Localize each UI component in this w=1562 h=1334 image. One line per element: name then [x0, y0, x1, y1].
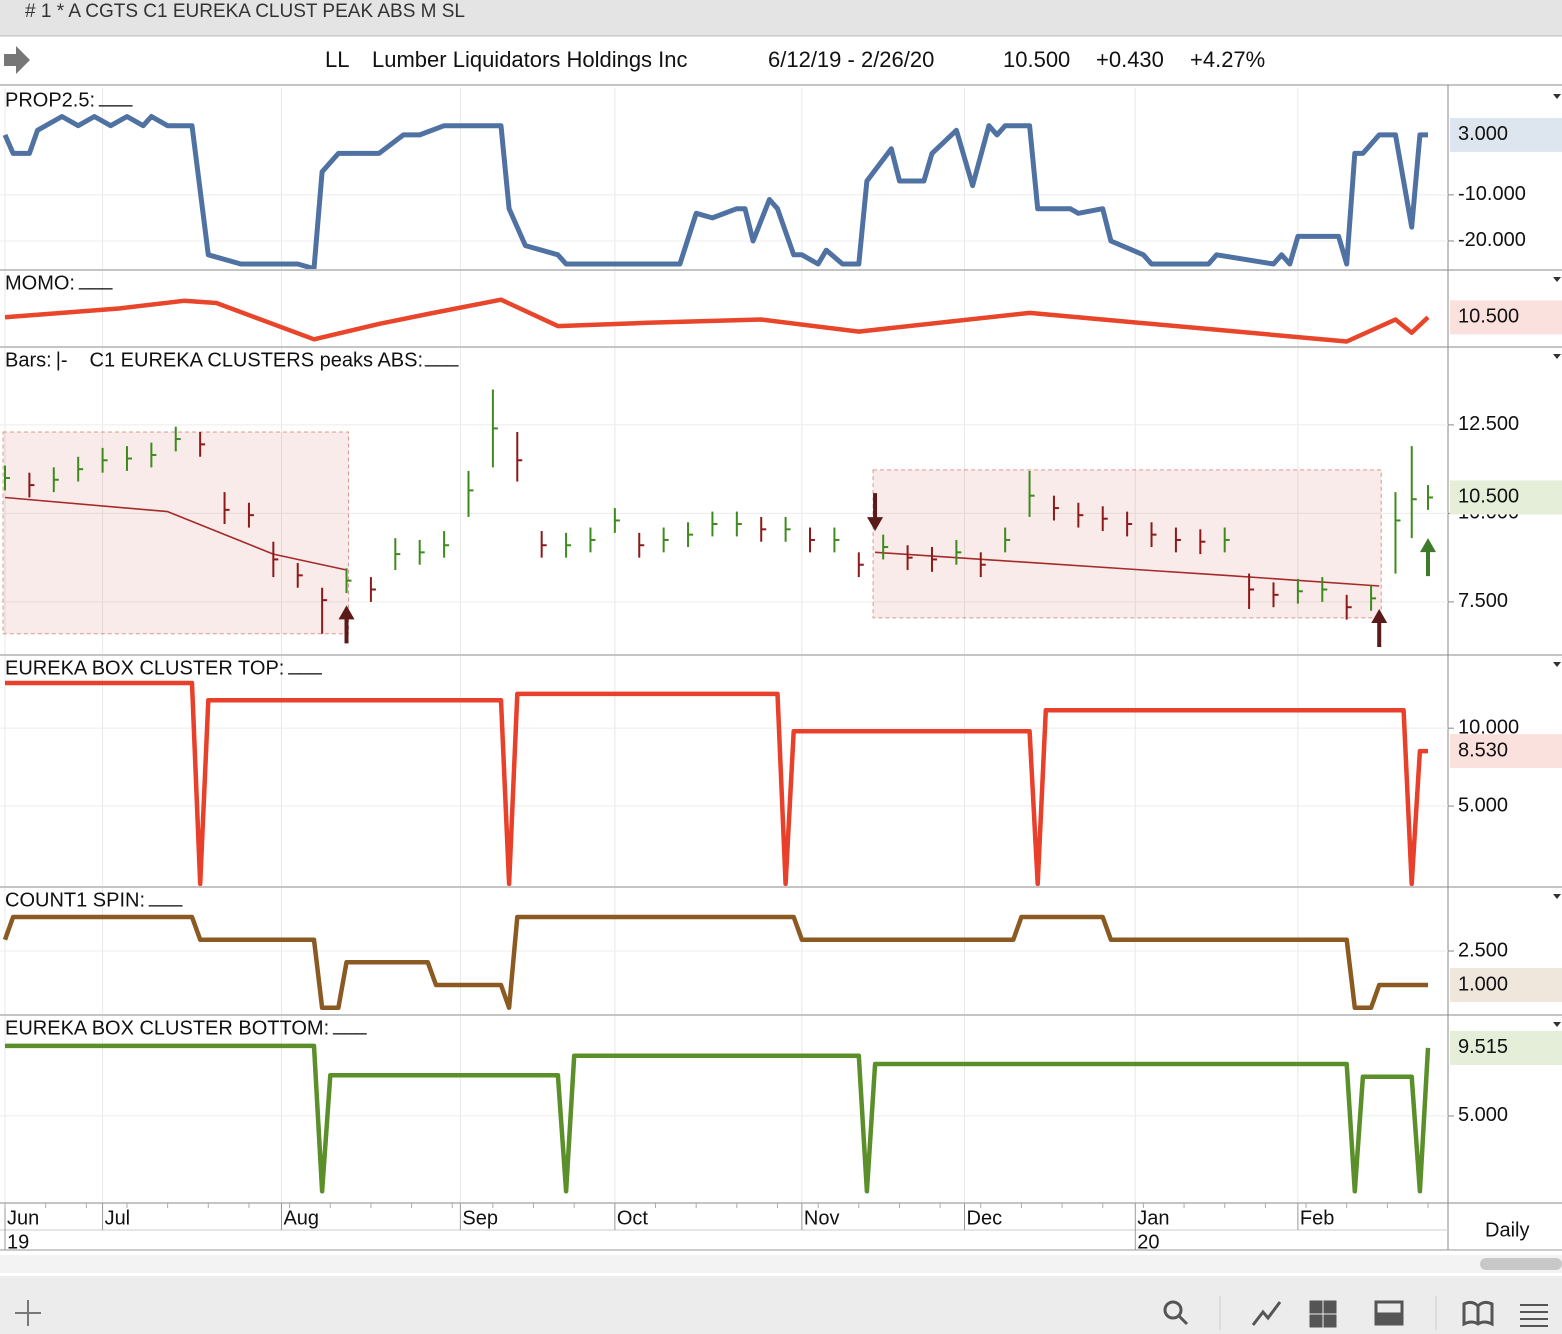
price-change: +0.430: [1096, 47, 1164, 72]
panel-title: PROP2.5:: [5, 89, 95, 111]
book-icon[interactable]: [1462, 1300, 1494, 1327]
toolbar: [0, 1276, 1562, 1334]
indicator-line: [5, 680, 1428, 886]
panel-menu: [1553, 662, 1561, 667]
legend-marker: ___: [332, 1013, 367, 1035]
year-tick-label: 20: [1137, 1231, 1159, 1253]
scrollbar-track[interactable]: [0, 1255, 1562, 1273]
panel: [0, 88, 1448, 269]
value-tag: [1450, 968, 1562, 1003]
panel: [0, 1016, 1448, 1202]
symbol: LL: [325, 47, 349, 72]
panel-menu: [1553, 1022, 1561, 1027]
signal-arrow: [338, 605, 355, 644]
panel: [0, 888, 1448, 1014]
signal-arrow: [1371, 608, 1388, 647]
panel-title: EUREKA BOX CLUSTER BOTTOM:: [5, 1017, 329, 1039]
panel-title: Bars:: [5, 349, 52, 371]
legend-marker: ___: [424, 345, 459, 367]
year-tick-label: 19: [7, 1231, 29, 1253]
indicator-line: [2, 114, 1428, 269]
indicator-line: [2, 914, 1428, 1010]
value-tag: [1450, 734, 1562, 769]
value-tag-label: 10.500: [1458, 306, 1519, 328]
panel-menu: [1553, 354, 1561, 359]
panel-title: COUNT1 SPIN:: [5, 889, 145, 911]
add-button[interactable]: [15, 1300, 41, 1326]
panel-title: C1 EUREKA CLUSTERS peaks ABS:: [90, 349, 423, 371]
percent-change: +4.27%: [1190, 47, 1265, 72]
indicator-line: [5, 1043, 1431, 1194]
value-tag-label: 1.000: [1458, 973, 1508, 995]
scrollbar-thumb[interactable]: [1480, 1258, 1562, 1270]
y-tick-label: 10.000: [1458, 716, 1519, 738]
value-tag-label: 8.530: [1458, 739, 1508, 761]
y-tick-label: -10.000: [1458, 183, 1526, 205]
bars-marker: |-: [56, 349, 68, 371]
toolbar-icons: [1163, 1296, 1548, 1330]
panel-menu: [1553, 94, 1561, 99]
menu-icon[interactable]: [1520, 1304, 1548, 1327]
y-tick-label: 5.000: [1458, 794, 1508, 816]
panel: [4, 271, 1430, 346]
value-tag-label: 10.500: [1458, 486, 1519, 508]
x-tick-label: Sep: [462, 1207, 498, 1229]
search-icon[interactable]: [1163, 1300, 1183, 1320]
signal-arrow: [1420, 538, 1436, 577]
y-tick-label: 2.500: [1458, 939, 1508, 961]
moving-average: [4, 496, 1380, 587]
indicator-line: [4, 297, 1430, 344]
value-tag: [1450, 117, 1562, 152]
title-bar: [0, 0, 1562, 36]
x-tick-label: Dec: [967, 1207, 1003, 1229]
date-range: 6/12/19 - 2/26/20: [768, 47, 934, 72]
value-tag: [1450, 480, 1562, 515]
value-tag: [1450, 1030, 1562, 1065]
panel-menu: [1553, 894, 1561, 899]
y-tick-label: 5.000: [1458, 1104, 1508, 1126]
x-tick-label: Feb: [1300, 1207, 1334, 1229]
x-tick-label: Aug: [283, 1207, 319, 1229]
x-tick-label: Jun: [7, 1207, 39, 1229]
cluster-box: [2, 431, 350, 635]
value-tag: [1450, 300, 1562, 335]
x-tick-label: Oct: [617, 1207, 649, 1229]
panel: [0, 656, 1448, 886]
panel: [0, 348, 1448, 654]
y-tick-label: 7.500: [1458, 590, 1508, 612]
value-tag-label: 3.000: [1458, 123, 1508, 145]
legend-marker: ___: [98, 85, 133, 107]
grid-icon[interactable]: [1309, 1300, 1323, 1314]
last-price: 10.500: [1003, 47, 1070, 72]
chart-icon[interactable]: [1251, 1301, 1282, 1326]
company-name: Lumber Liquidators Holdings Inc: [372, 47, 688, 72]
window-title: # 1 * A CGTS C1 EUREKA CLUST PEAK ABS M …: [25, 1, 465, 22]
x-tick-label: Nov: [804, 1207, 840, 1229]
legend-marker: ___: [148, 885, 183, 907]
legend-marker: ___: [287, 653, 322, 675]
signal-arrow: [867, 493, 884, 532]
x-tick-label: Jan: [1137, 1207, 1169, 1229]
cluster-box: [872, 469, 1382, 619]
legend-marker: ___: [78, 268, 113, 290]
panel-menu: [1553, 277, 1561, 282]
nav-arrow[interactable]: [4, 46, 30, 74]
panel-title: MOMO:: [5, 272, 75, 294]
y-tick-label: 12.500: [1458, 413, 1519, 435]
panel-title: EUREKA BOX CLUSTER TOP:: [5, 657, 284, 679]
y-tick-label: -20.000: [1458, 229, 1526, 251]
value-tag-label: 9.515: [1458, 1036, 1508, 1058]
period[interactable]: Daily: [1485, 1219, 1529, 1241]
x-tick-label: Jul: [105, 1207, 131, 1229]
